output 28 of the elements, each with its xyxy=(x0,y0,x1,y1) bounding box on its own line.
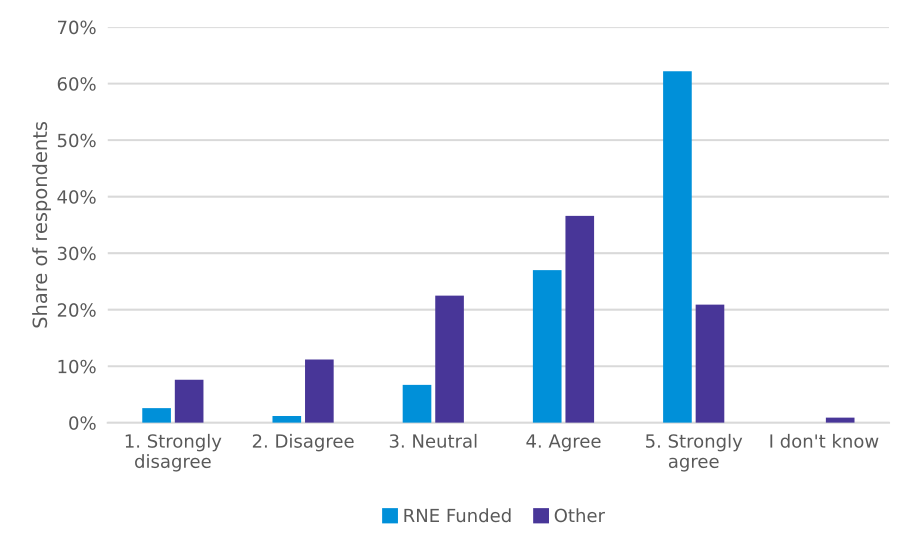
bar xyxy=(826,418,855,423)
bar xyxy=(696,304,724,423)
legend-label: Other xyxy=(554,508,605,522)
x-tick-label: 1. Strongly disagree xyxy=(126,434,222,472)
x-tick-label: 4. Agree xyxy=(526,434,601,452)
x-tick-label: 5. Strongly agree xyxy=(646,434,742,472)
bar xyxy=(174,380,204,423)
bar xyxy=(272,416,302,423)
bar xyxy=(305,359,334,423)
y-tick-label: 50% xyxy=(58,134,96,148)
y-tick-label: 40% xyxy=(57,190,96,204)
bar xyxy=(142,408,171,423)
x-tick-label: 2. Disagree xyxy=(252,434,354,452)
x-tick-label: 3. Neutral xyxy=(390,434,476,448)
y-tick-label: 10% xyxy=(58,360,96,374)
bar xyxy=(402,384,432,423)
y-tick-label: 20% xyxy=(58,303,96,317)
y-axis-title: Share of respondents xyxy=(32,122,51,328)
y-tick-label: 70% xyxy=(58,20,96,34)
bar xyxy=(435,296,464,423)
y-tick-label: 0% xyxy=(69,416,96,430)
y-tick-label: 30% xyxy=(58,246,96,260)
bar xyxy=(565,216,594,423)
legend-label: RNE Funded xyxy=(404,508,511,522)
x-tick-label: I don't know xyxy=(770,434,878,448)
bar xyxy=(663,71,692,423)
y-tick-label: 60% xyxy=(58,77,96,91)
bar xyxy=(532,270,562,423)
